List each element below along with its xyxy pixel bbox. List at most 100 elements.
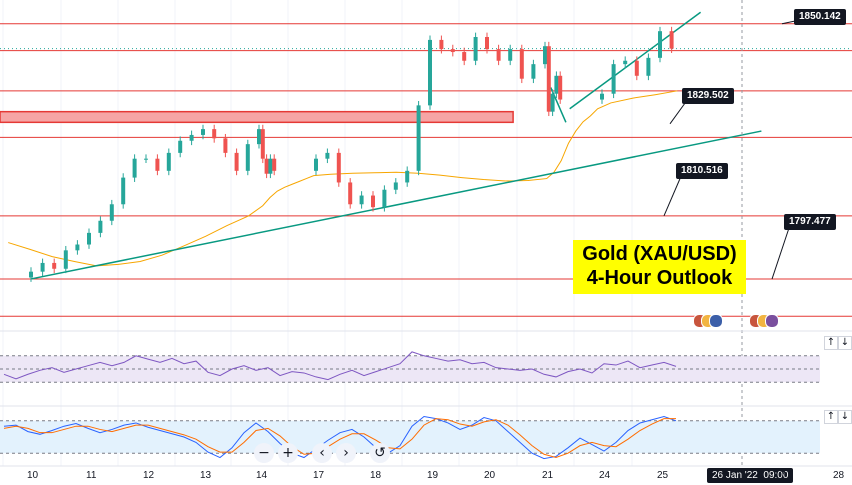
- candle-body: [155, 158, 160, 171]
- event-flag-icon[interactable]: [709, 314, 723, 328]
- pane-down-icon[interactable]: ↓: [838, 336, 852, 350]
- candle-body: [268, 158, 273, 174]
- candle-body: [550, 93, 555, 112]
- price-label-connector: [663, 173, 683, 217]
- rsi-line: [3, 351, 677, 381]
- price-label-1810: 1810.516: [676, 163, 728, 179]
- scroll-left-icon[interactable]: ‹: [312, 443, 332, 463]
- pane-down-icon[interactable]: ↓: [838, 410, 852, 424]
- candle-body: [531, 64, 536, 79]
- candle-body: [473, 37, 478, 61]
- moving-average-line: [8, 90, 678, 267]
- date-tick: 11: [86, 470, 97, 481]
- candle-body: [462, 52, 467, 61]
- candle-body: [382, 189, 387, 208]
- candle-body: [29, 271, 33, 278]
- candle-body: [98, 220, 103, 233]
- candle-body: [508, 49, 513, 61]
- candle-body: [314, 158, 318, 171]
- candle-body: [223, 138, 228, 153]
- resistance-zone: [0, 110, 514, 124]
- date-tick: 14: [256, 470, 268, 481]
- chart-title-box: Gold (XAU/USD) 4-Hour Outlook: [573, 240, 746, 294]
- candle-body: [348, 182, 353, 205]
- candle-body: [87, 232, 91, 245]
- pane-up-icon[interactable]: ↑: [824, 410, 838, 424]
- candle-body: [405, 170, 410, 183]
- candle-body: [519, 49, 524, 79]
- date-tick: 25: [657, 470, 669, 481]
- candle-body: [600, 93, 604, 100]
- candle-body: [450, 49, 455, 53]
- candle-body: [416, 105, 421, 171]
- stochastic-d-line: [3, 418, 676, 459]
- candle-body: [658, 31, 662, 58]
- pane-up-icon[interactable]: ↑: [824, 336, 838, 350]
- price-label-1829: 1829.502: [682, 88, 734, 104]
- price-label-1850: 1850.142: [794, 9, 846, 25]
- candle-body: [371, 195, 375, 208]
- chart-navigation-toolbar: − + ‹ › ↺: [254, 443, 390, 463]
- event-flag-icon[interactable]: [765, 314, 779, 328]
- candle-body: [52, 262, 57, 269]
- date-tick: 13: [200, 470, 212, 481]
- trendline: [550, 87, 567, 123]
- candle-body: [558, 75, 563, 100]
- stochastic-k-line: [3, 415, 677, 460]
- candle-body: [189, 134, 194, 141]
- candle-body: [109, 204, 114, 221]
- candle-body: [75, 244, 80, 251]
- candle-body: [260, 129, 265, 159]
- candle-body: [40, 262, 45, 272]
- candle-body: [634, 60, 639, 76]
- candle-body: [121, 177, 126, 205]
- candle-body: [623, 60, 628, 65]
- candle-body: [264, 158, 269, 174]
- date-tick: 24: [599, 470, 611, 481]
- reset-icon[interactable]: ↺: [370, 443, 390, 463]
- date-tick: 19: [427, 470, 439, 481]
- candle-body: [325, 152, 330, 159]
- candle-body: [144, 158, 148, 160]
- candle-body: [485, 37, 489, 50]
- date-tick: 12: [143, 470, 155, 481]
- candle-body: [428, 39, 432, 106]
- stochastic-band: [0, 420, 820, 454]
- date-tick: 28: [833, 470, 845, 481]
- candle-body: [132, 158, 137, 178]
- candle-body: [201, 129, 205, 135]
- date-tick: 20: [484, 470, 496, 481]
- trendline: [30, 130, 762, 280]
- chart-title-line-2: 4-Hour Outlook: [586, 267, 733, 289]
- candle-body: [546, 46, 551, 112]
- trendline: [569, 11, 702, 110]
- date-tick: 21: [542, 470, 554, 481]
- date-cursor-day: 26 Jan '22: [712, 470, 758, 481]
- candle-body: [257, 129, 261, 145]
- candle-body: [496, 49, 501, 61]
- candle-body: [245, 144, 250, 171]
- date-cursor-time: 09:00: [763, 470, 789, 481]
- zoom-in-icon[interactable]: +: [278, 443, 298, 463]
- price-label-connector: [771, 224, 791, 280]
- candle-body: [439, 39, 444, 50]
- zoom-out-icon[interactable]: −: [254, 443, 274, 463]
- date-axis: 10 11 12 13 14 17 18 19 20 21 24 25 26 J…: [0, 466, 852, 485]
- candle-body: [336, 152, 341, 183]
- candle-body: [212, 129, 217, 139]
- candle-body: [646, 57, 651, 76]
- candle-body: [359, 195, 364, 205]
- date-tick: 17: [313, 470, 325, 481]
- candle-body: [554, 75, 559, 94]
- date-tick: 7: [780, 470, 786, 481]
- candle-body: [63, 250, 68, 269]
- scroll-right-icon[interactable]: ›: [336, 443, 356, 463]
- price-label-1797: 1797.477: [784, 214, 836, 230]
- date-tick: 18: [370, 470, 382, 481]
- candle-body: [543, 46, 547, 65]
- candle-body: [611, 64, 616, 94]
- candle-body: [178, 140, 183, 153]
- candle-body: [234, 152, 239, 171]
- chart-title-line-1: Gold (XAU/USD): [582, 243, 737, 265]
